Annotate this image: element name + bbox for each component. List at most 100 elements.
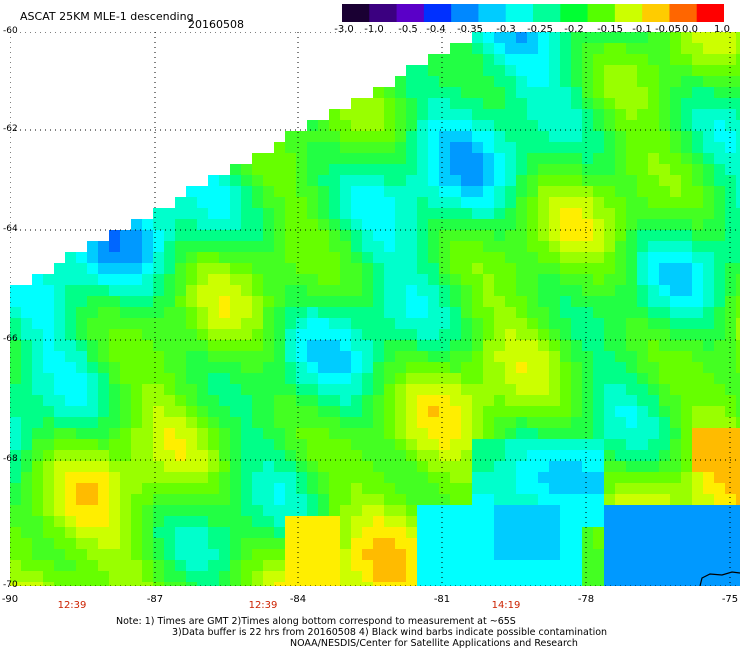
- data-cell: [406, 120, 418, 132]
- data-cell: [131, 560, 143, 572]
- data-cell: [285, 131, 297, 143]
- data-cell: [582, 54, 594, 66]
- data-cell: [714, 450, 726, 462]
- data-cell: [549, 153, 561, 165]
- data-cell: [318, 417, 330, 429]
- data-cell: [604, 98, 616, 110]
- data-cell: [582, 395, 594, 407]
- data-cell: [472, 494, 484, 506]
- data-cell: [362, 362, 374, 374]
- data-cell: [373, 109, 385, 121]
- data-cell: [736, 98, 740, 110]
- data-cell: [725, 417, 737, 429]
- data-cell: [714, 175, 726, 187]
- data-cell: [736, 219, 740, 231]
- data-cell: [615, 329, 627, 341]
- data-cell: [626, 450, 638, 462]
- data-cell: [670, 65, 682, 77]
- data-cell: [329, 296, 341, 308]
- data-cell: [439, 76, 451, 88]
- data-cell: [197, 549, 209, 561]
- data-cell: [549, 307, 561, 319]
- data-cell: [626, 241, 638, 253]
- data-cell: [439, 516, 451, 528]
- data-cell: [538, 538, 550, 550]
- data-cell: [681, 318, 693, 330]
- data-cell: [560, 329, 572, 341]
- data-cell: [692, 142, 704, 154]
- data-cell: [571, 65, 583, 77]
- data-cell: [736, 439, 740, 451]
- data-cell: [593, 395, 605, 407]
- data-cell: [98, 560, 110, 572]
- data-cell: [692, 54, 704, 66]
- data-cell: [340, 417, 352, 429]
- data-cell: [120, 516, 132, 528]
- data-cell: [186, 285, 198, 297]
- data-cell: [648, 318, 660, 330]
- data-cell: [274, 362, 286, 374]
- data-cell: [340, 197, 352, 209]
- data-cell: [604, 516, 616, 528]
- data-cell: [274, 142, 286, 154]
- data-cell: [472, 417, 484, 429]
- data-cell: [87, 406, 99, 418]
- data-cell: [626, 351, 638, 363]
- data-cell: [230, 505, 242, 517]
- data-cell: [351, 197, 363, 209]
- data-cell: [362, 538, 374, 550]
- data-cell: [362, 197, 374, 209]
- data-cell: [307, 472, 319, 484]
- data-cell: [186, 538, 198, 550]
- data-cell: [274, 494, 286, 506]
- data-cell: [43, 340, 55, 352]
- pass-time-label: 12:39: [248, 600, 278, 611]
- data-cell: [604, 417, 616, 429]
- latitude-label: -70: [3, 580, 18, 590]
- data-cell: [263, 197, 275, 209]
- data-cell: [615, 164, 627, 176]
- data-cell: [714, 54, 726, 66]
- data-cell: [109, 384, 121, 396]
- data-cell: [439, 538, 451, 550]
- data-cell: [560, 428, 572, 440]
- data-cell: [186, 472, 198, 484]
- data-cell: [10, 351, 22, 363]
- data-cell: [505, 120, 517, 132]
- data-cell: [505, 538, 517, 550]
- data-cell: [263, 241, 275, 253]
- data-cell: [76, 340, 88, 352]
- data-cell: [109, 571, 121, 583]
- data-cell: [76, 582, 88, 586]
- data-cell: [626, 505, 638, 517]
- data-cell: [197, 439, 209, 451]
- data-cell: [230, 318, 242, 330]
- data-cell: [428, 274, 440, 286]
- data-cell: [703, 197, 715, 209]
- data-cell: [164, 538, 176, 550]
- data-cell: [252, 208, 264, 220]
- data-cell: [76, 417, 88, 429]
- data-cell: [714, 307, 726, 319]
- data-cell: [637, 54, 649, 66]
- data-cell: [98, 538, 110, 550]
- data-cell: [692, 340, 704, 352]
- data-cell: [505, 461, 517, 473]
- data-cell: [164, 318, 176, 330]
- data-cell: [604, 120, 616, 132]
- data-cell: [252, 362, 264, 374]
- data-cell: [648, 406, 660, 418]
- data-cell: [10, 340, 22, 352]
- data-cell: [516, 164, 528, 176]
- data-cell: [76, 373, 88, 385]
- data-cell: [274, 296, 286, 308]
- data-cell: [461, 538, 473, 550]
- data-cell: [670, 516, 682, 528]
- data-cell: [285, 351, 297, 363]
- data-cell: [483, 494, 495, 506]
- data-cell: [318, 241, 330, 253]
- data-cell: [736, 483, 740, 495]
- data-cell: [307, 571, 319, 583]
- data-cell: [461, 439, 473, 451]
- data-cell: [351, 219, 363, 231]
